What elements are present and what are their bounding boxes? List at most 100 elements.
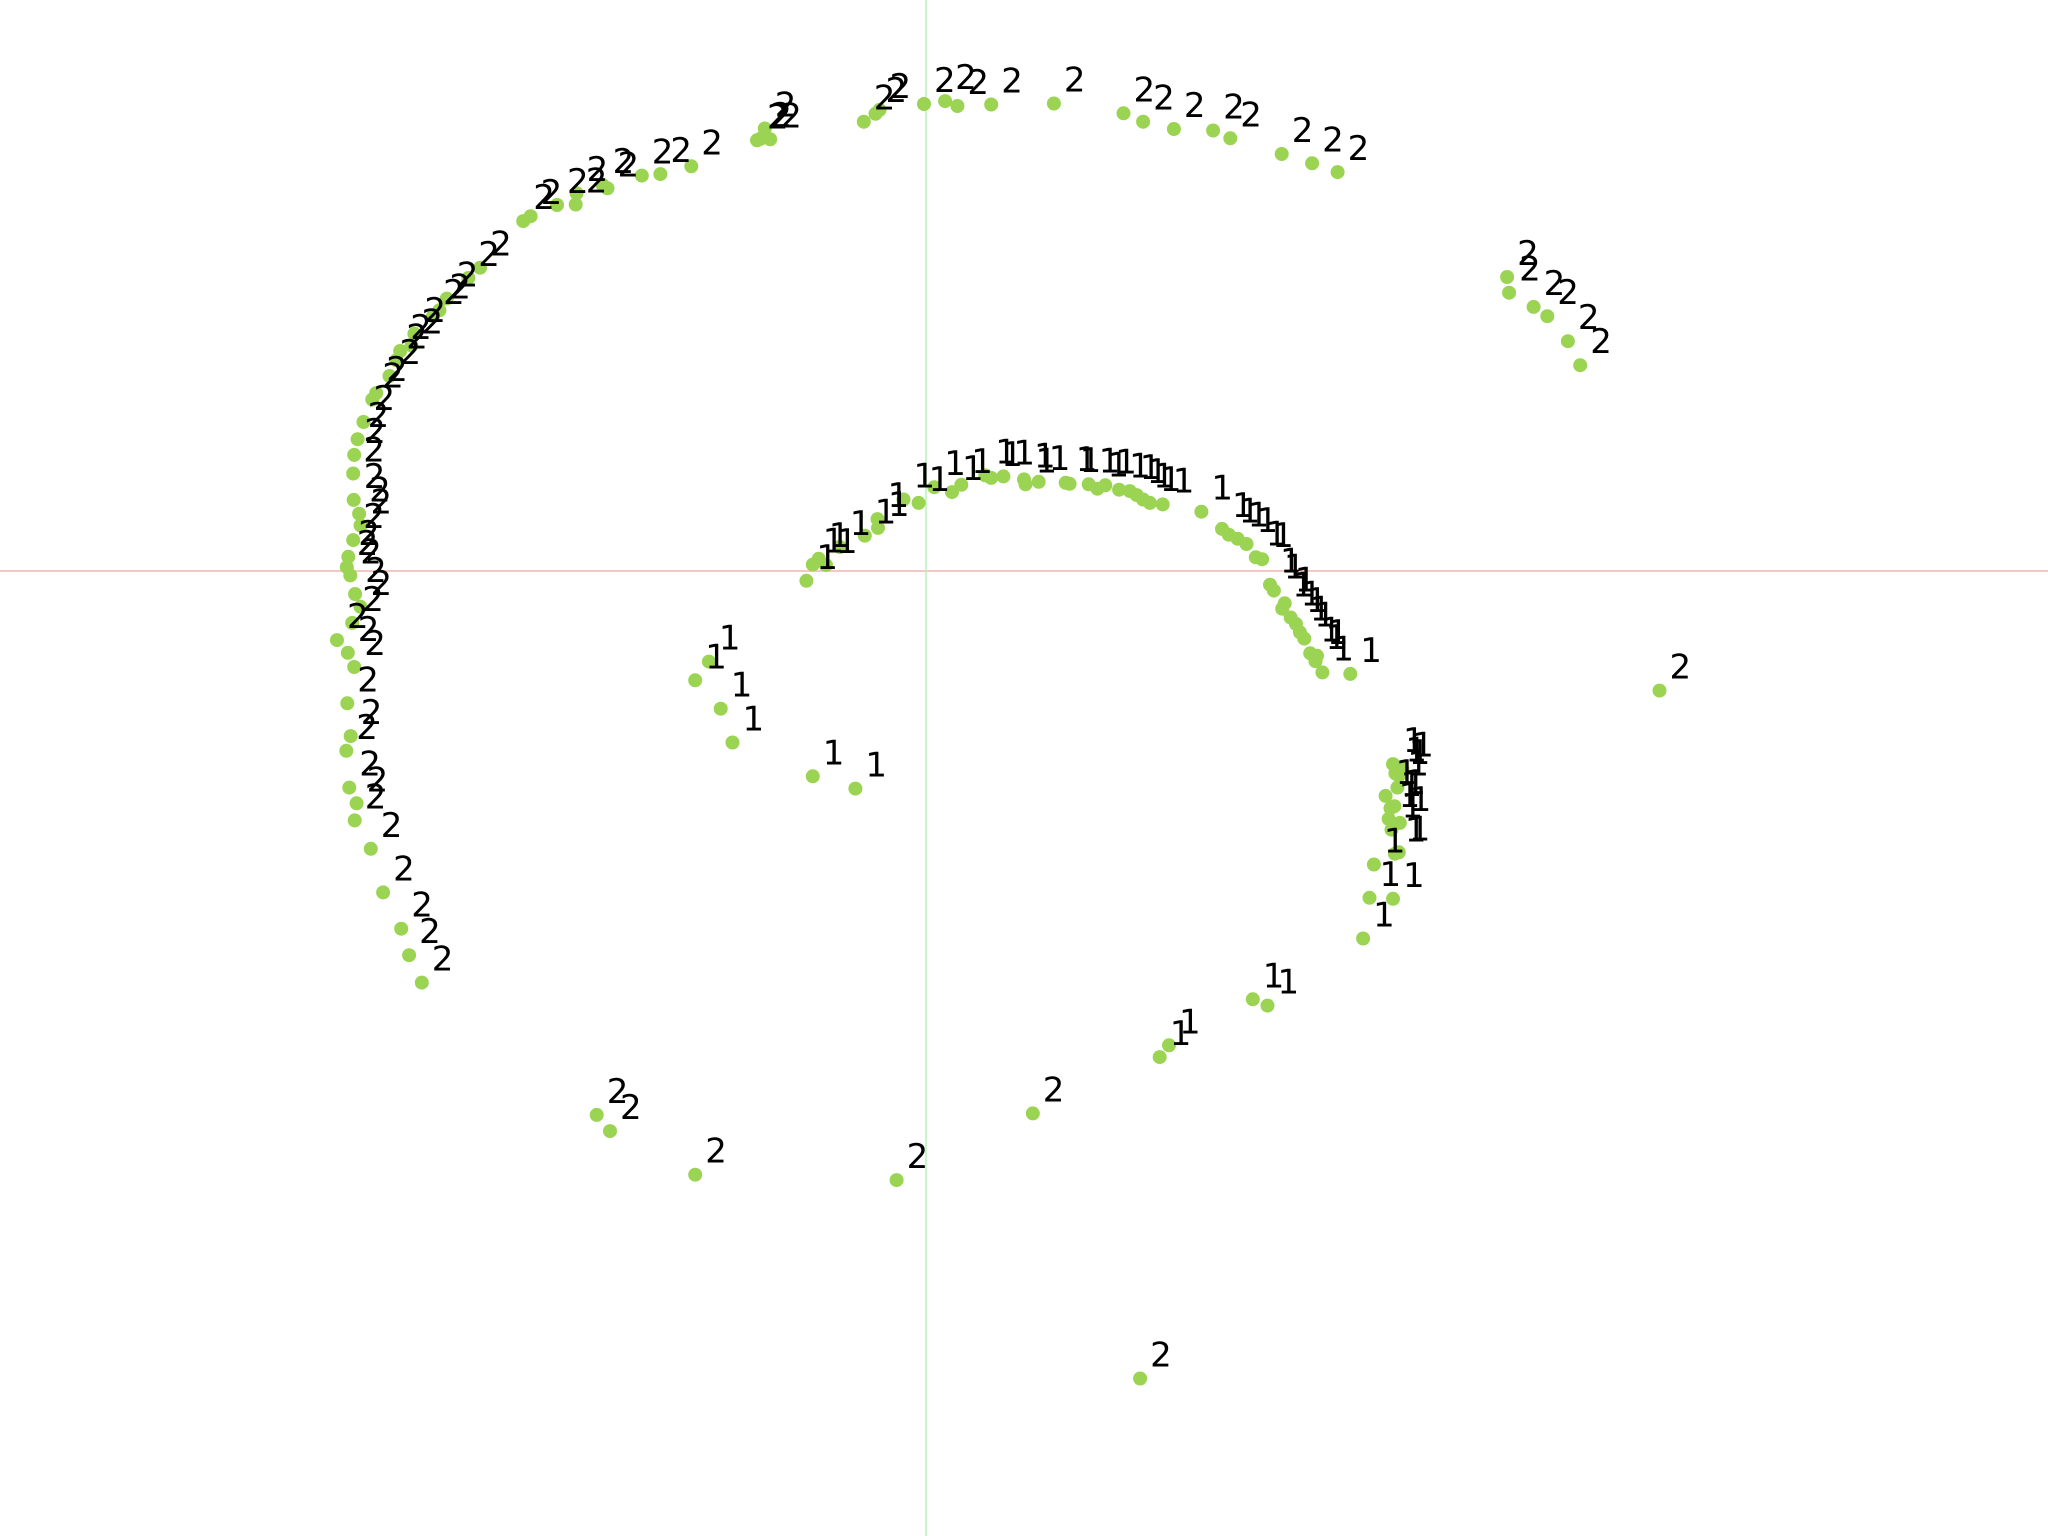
series-2-point xyxy=(872,102,887,117)
series-2-point xyxy=(1305,156,1320,171)
series-2-point xyxy=(950,99,965,113)
series-2-point-label: 2 xyxy=(620,1088,642,1128)
series-1-point-label: 1 xyxy=(944,444,966,484)
series-2-point-label: 2 xyxy=(1348,129,1370,169)
series-1-point-label: 1 xyxy=(1036,441,1058,481)
series-1-point xyxy=(896,492,911,507)
series-2-point-label: 2 xyxy=(874,79,896,119)
series-2-point-label: 2 xyxy=(411,886,433,926)
series-2-point-label: 2 xyxy=(490,225,512,265)
series-1-point-label: 1 xyxy=(1147,452,1169,492)
series-2-point xyxy=(1206,123,1221,138)
series-2-point xyxy=(402,948,417,963)
series-2-point-label: 2 xyxy=(364,624,386,664)
series-2-point-label: 2 xyxy=(1590,322,1612,362)
series-1-point-label: 1 xyxy=(1272,516,1294,556)
series-1-point xyxy=(819,558,833,573)
series-2-point-label: 2 xyxy=(400,333,422,373)
series-2-point-label: 2 xyxy=(358,514,380,554)
series-1-point-label: 1 xyxy=(1284,548,1306,588)
series-2-point xyxy=(404,338,419,353)
series-2-point xyxy=(1274,147,1289,161)
series-1-point xyxy=(1152,1050,1167,1065)
points-layer xyxy=(330,94,1667,1386)
series-2-point xyxy=(569,186,584,201)
series-1-point-label: 1 xyxy=(929,460,951,500)
series-2-point-label: 2 xyxy=(587,150,609,190)
series-1-point xyxy=(1098,478,1113,493)
series-1-point-label: 1 xyxy=(1399,776,1421,816)
series-2-point-label: 2 xyxy=(567,162,589,202)
series-1-point-label: 1 xyxy=(705,637,727,677)
series-1-point-label: 1 xyxy=(1160,460,1182,500)
series-2-point xyxy=(1136,114,1151,129)
series-1-point xyxy=(1142,495,1157,510)
series-2-point xyxy=(347,813,362,828)
series-2-point-label: 2 xyxy=(371,564,393,604)
series-2-point xyxy=(1540,309,1555,324)
series-1-point-label: 1 xyxy=(1239,492,1261,532)
series-2-point-label: 2 xyxy=(613,142,635,182)
series-1-point-label: 1 xyxy=(1179,1002,1201,1042)
series-2-point-label: 2 xyxy=(967,63,989,103)
series-1-point xyxy=(1315,665,1330,680)
series-1-point-label: 1 xyxy=(1403,856,1425,896)
series-2-point-label: 2 xyxy=(356,708,378,748)
series-2-point xyxy=(550,198,564,212)
series-1-point-label: 1 xyxy=(1320,610,1342,650)
series-2-point xyxy=(353,599,368,614)
series-2-point-label: 2 xyxy=(368,396,390,436)
series-1-point xyxy=(1395,761,1410,776)
series-1-point xyxy=(857,528,872,543)
series-1-point xyxy=(1392,815,1407,830)
series-1-point-label: 1 xyxy=(1153,457,1175,497)
series-1-point-label: 1 xyxy=(1327,613,1349,653)
series-2-point-label: 2 xyxy=(770,96,792,136)
series-2-point-label: 2 xyxy=(358,610,380,650)
series-2-point-label: 2 xyxy=(1184,86,1206,126)
series-2-point xyxy=(339,743,354,758)
series-2-point xyxy=(414,975,429,990)
series-2-point xyxy=(343,729,358,744)
series-2-point xyxy=(917,97,931,111)
series-1-point-label: 1 xyxy=(865,746,887,786)
series-1-point-label: 1 xyxy=(1248,496,1270,536)
series-1-point xyxy=(1391,845,1406,860)
series-1-point xyxy=(871,520,885,535)
series-1-point-label: 1 xyxy=(1396,753,1418,793)
series-2-point xyxy=(1166,122,1181,136)
series-1-point-label: 1 xyxy=(875,493,897,533)
series-1-point xyxy=(1260,998,1275,1013)
series-1-point-label: 1 xyxy=(1108,446,1130,486)
series-1-point-label: 1 xyxy=(1326,618,1348,658)
series-1-point xyxy=(848,781,863,796)
series-2-point xyxy=(345,615,360,630)
series-2-point xyxy=(1502,285,1517,300)
series-1-point-label: 1 xyxy=(1140,448,1162,488)
series-1-point-label: 1 xyxy=(1301,575,1323,615)
series-1-point-label: 1 xyxy=(1332,629,1354,669)
series-2-point xyxy=(346,466,361,481)
series-1-point-label: 1 xyxy=(1409,809,1431,849)
series-2-point xyxy=(461,271,476,285)
series-2-point xyxy=(1046,96,1061,111)
series-1-point-label: 1 xyxy=(1280,542,1302,582)
series-2-point xyxy=(889,1173,904,1188)
series-1-point-label: 1 xyxy=(1115,442,1137,482)
series-2-point xyxy=(757,121,772,136)
series-1-point-label: 1 xyxy=(1266,514,1288,554)
series-2-point-label: 2 xyxy=(419,912,441,952)
series-1-point-label: 1 xyxy=(1013,433,1035,473)
series-1-point-label: 1 xyxy=(1410,780,1432,820)
series-2-point xyxy=(352,506,367,521)
series-2-point-label: 2 xyxy=(1517,234,1539,274)
series-1-point xyxy=(713,701,728,716)
series-2-point xyxy=(1025,1106,1040,1121)
series-1-point xyxy=(1310,648,1324,663)
series-1-point-label: 1 xyxy=(731,666,753,706)
series-1-point-label: 1 xyxy=(1049,439,1071,479)
series-2-point xyxy=(634,168,649,183)
series-2-point-label: 2 xyxy=(1322,120,1344,160)
series-1-point-label: 1 xyxy=(1306,581,1328,621)
